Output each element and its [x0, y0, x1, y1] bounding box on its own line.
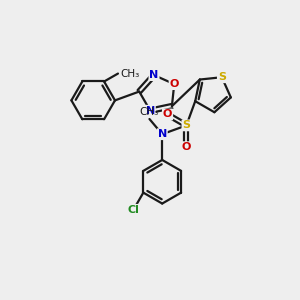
Text: O: O	[169, 79, 179, 89]
Text: S: S	[182, 120, 190, 130]
Text: N: N	[146, 106, 155, 116]
Text: Cl: Cl	[128, 205, 140, 215]
Text: CH₃: CH₃	[140, 107, 159, 117]
Text: O: O	[182, 142, 191, 152]
Text: O: O	[163, 110, 172, 119]
Text: CH₃: CH₃	[120, 69, 139, 79]
Text: N: N	[149, 70, 159, 80]
Text: S: S	[218, 72, 226, 82]
Text: N: N	[158, 129, 167, 139]
